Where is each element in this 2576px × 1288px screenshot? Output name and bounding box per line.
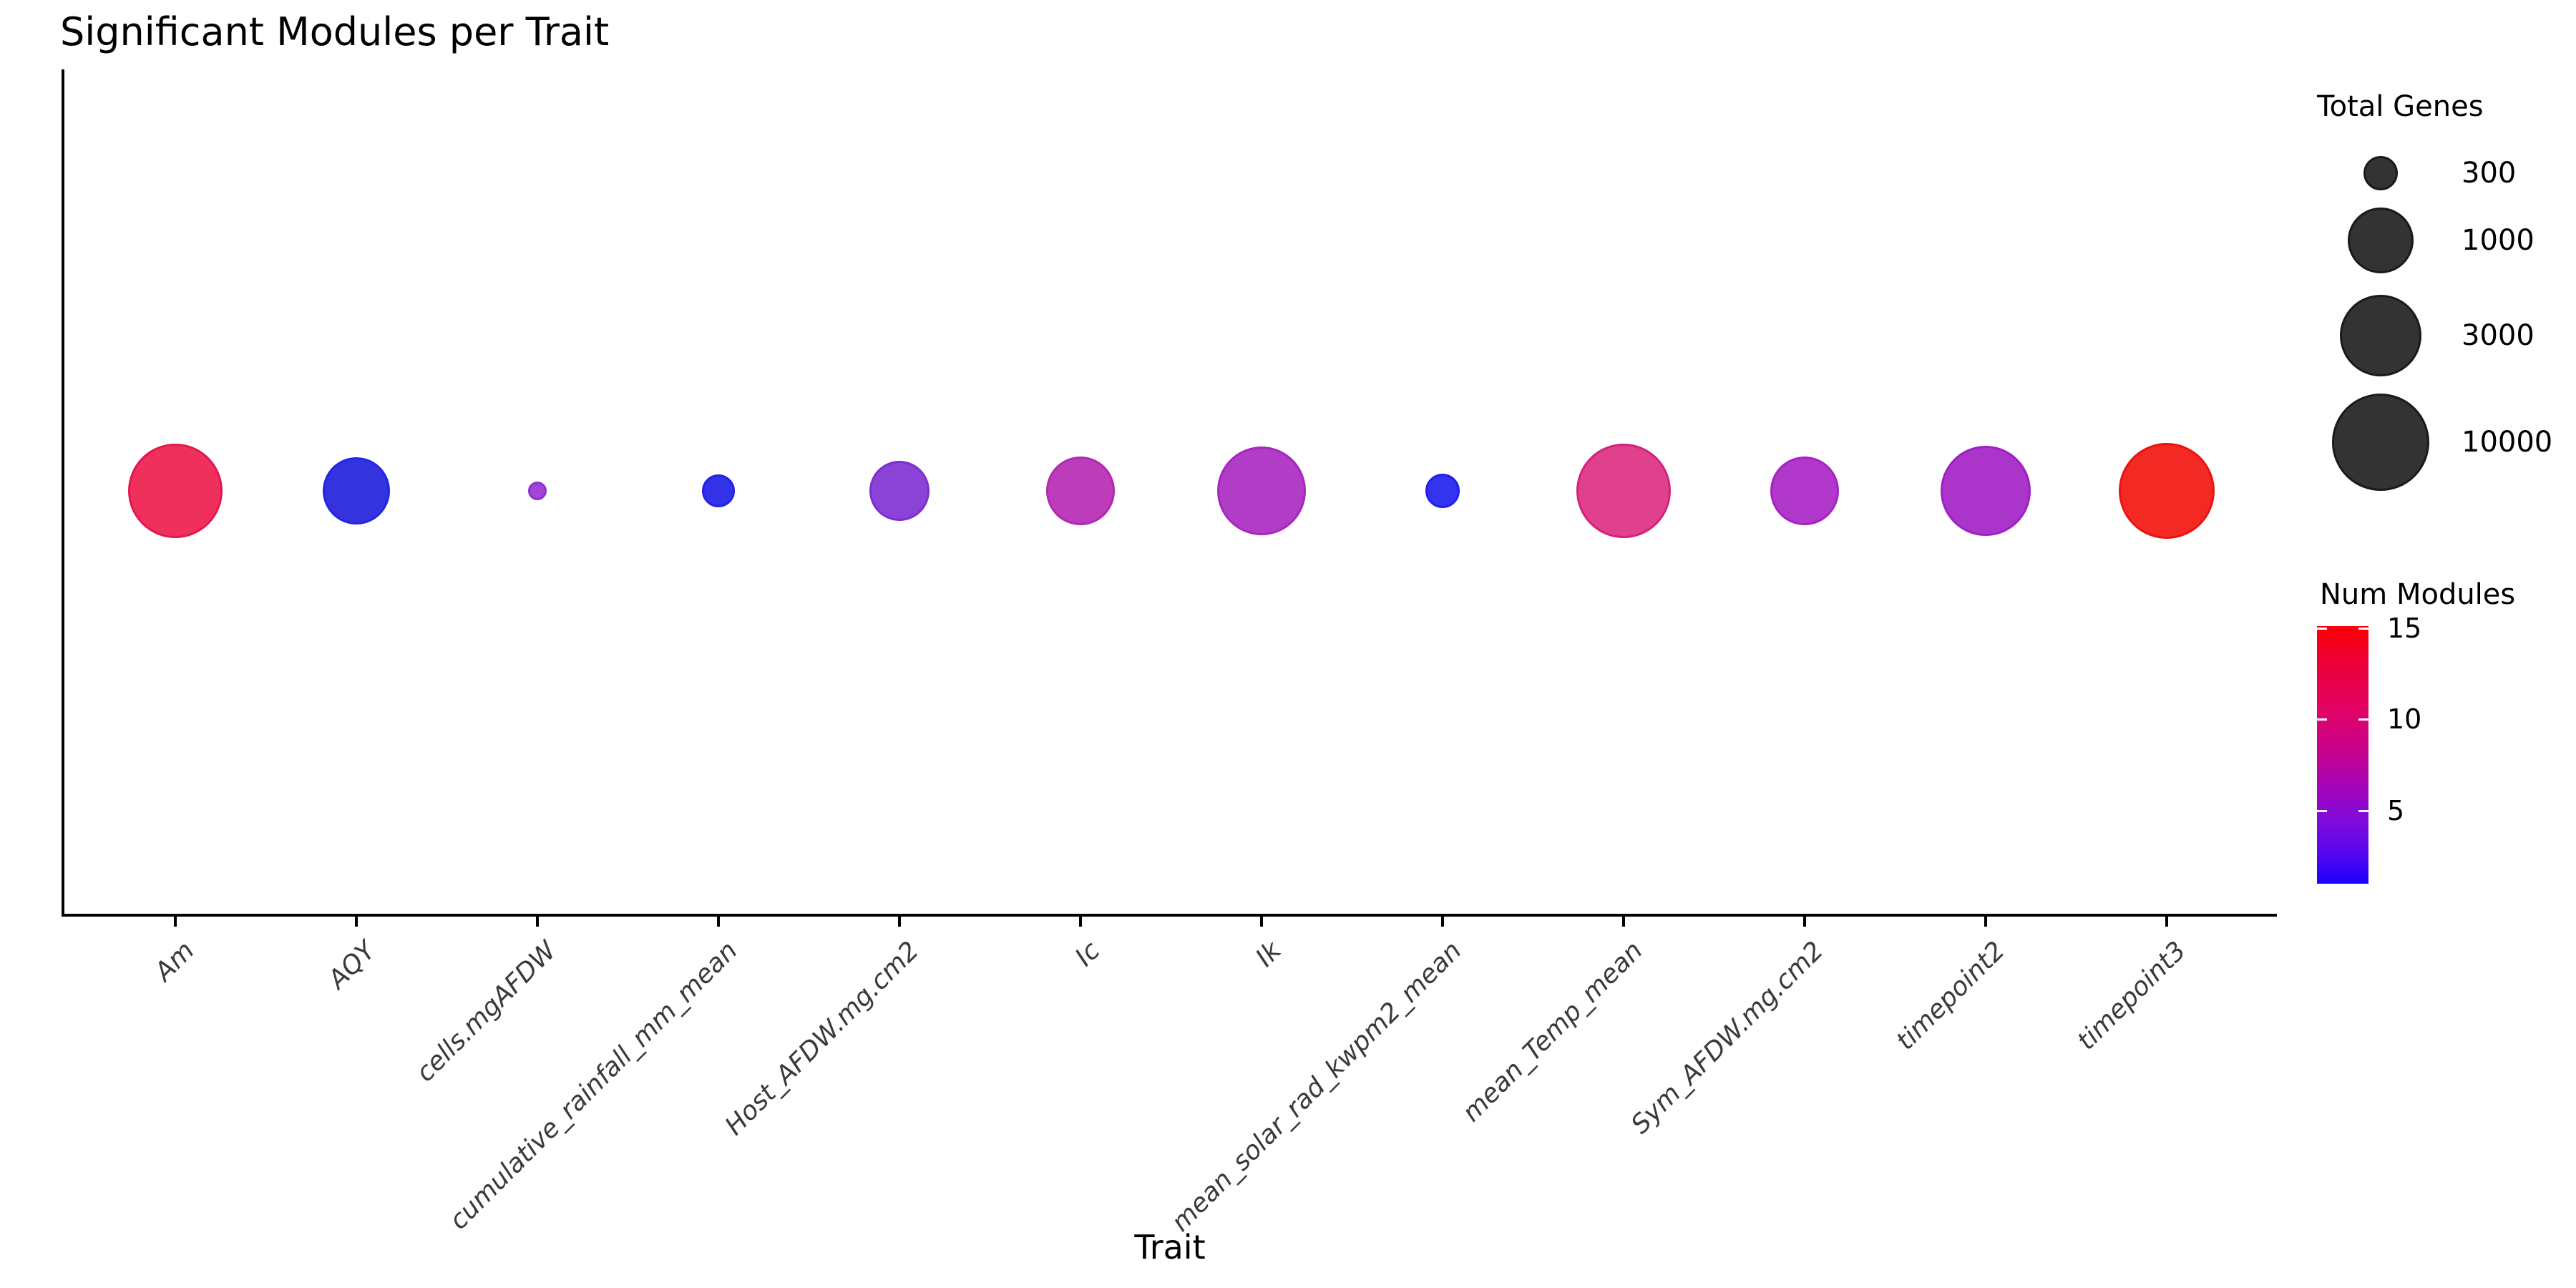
x-axis-spine	[62, 914, 2277, 917]
colorbar-gradient	[2317, 626, 2368, 884]
colorbar-legend-title: Num Modules	[2320, 578, 2516, 611]
x-tick-Ik	[1260, 917, 1263, 927]
bubble-Ic	[1046, 457, 1115, 525]
size-legend-circle-10000	[2332, 394, 2429, 491]
colorbar-tick-label-15: 15	[2387, 613, 2422, 644]
y-axis-spine	[62, 69, 64, 917]
x-ticklabel-timepoint3: timepoint3	[2072, 936, 2192, 1056]
colorbar-tick-label-10: 10	[2387, 703, 2422, 735]
x-ticklabel-cells.mgAFDW: cells.mgAFDW	[411, 936, 562, 1088]
x-tick-cells.mgAFDW	[536, 917, 539, 927]
bubble-Am	[128, 444, 223, 538]
x-tick-cumulative_rainfall_mm_mean	[717, 917, 720, 927]
bubble-cumulative_rainfall_mm_mean	[702, 474, 735, 507]
x-ticklabel-Sym_AFDW.mg.cm2: Sym_AFDW.mg.cm2	[1626, 936, 1830, 1140]
x-axis-label: Trait	[1134, 1228, 1206, 1267]
size-legend-circle-1000	[2348, 208, 2414, 273]
x-tick-mean_solar_rad_kwpm2_mean	[1441, 917, 1444, 927]
size-legend-value: 10000	[2462, 426, 2553, 459]
x-ticklabel-cumulative_rainfall_mm_mean: cumulative_rainfall_mm_mean	[444, 936, 743, 1236]
x-ticklabel-Am: Am	[149, 936, 200, 987]
bubble-AQY	[323, 457, 390, 525]
x-tick-Ic	[1079, 917, 1082, 927]
size-legend-title: Total Genes	[2317, 90, 2484, 123]
colorbar-tick-label-5: 5	[2387, 795, 2405, 826]
bubble-cells.mgAFDW	[528, 482, 547, 500]
size-legend-value: 300	[2462, 157, 2517, 190]
x-tick-timepoint2	[1984, 917, 1987, 927]
x-ticklabel-Ic: Ic	[1069, 936, 1106, 972]
colorbar-tick-mark	[2317, 718, 2327, 721]
x-ticklabel-mean_solar_rad_kwpm2_mean: mean_solar_rad_kwpm2_mean	[1166, 936, 1468, 1238]
bubble-Ik	[1217, 447, 1306, 535]
bubble-Sym_AFDW.mg.cm2	[1770, 457, 1839, 525]
chart-title: Significant Modules per Trait	[60, 9, 610, 54]
colorbar-tick-mark	[2317, 628, 2327, 630]
x-tick-timepoint3	[2165, 917, 2168, 927]
x-ticklabel-Host_AFDW.mg.cm2: Host_AFDW.mg.cm2	[719, 936, 924, 1141]
x-tick-Host_AFDW.mg.cm2	[898, 917, 901, 927]
bubble-timepoint3	[2119, 443, 2215, 539]
x-tick-mean_Temp_mean	[1622, 917, 1625, 927]
size-legend-value: 3000	[2462, 319, 2534, 352]
colorbar-tick-mark	[2358, 628, 2368, 630]
bubble-timepoint2	[1941, 446, 2031, 536]
x-tick-Sym_AFDW.mg.cm2	[1803, 917, 1806, 927]
size-legend-circle-3000	[2340, 295, 2421, 376]
x-ticklabel-AQY: AQY	[323, 936, 381, 995]
bubble-mean_Temp_mean	[1576, 444, 1671, 538]
colorbar-tick-mark	[2358, 718, 2368, 721]
x-ticklabel-timepoint2: timepoint2	[1890, 936, 2011, 1056]
x-ticklabel-mean_Temp_mean: mean_Temp_mean	[1457, 936, 1649, 1128]
x-tick-AQY	[355, 917, 358, 927]
x-ticklabel-Ik: Ik	[1249, 936, 1287, 973]
size-legend-circle-300	[2363, 156, 2398, 190]
colorbar-tick-mark	[2317, 810, 2327, 812]
bubble-mean_solar_rad_kwpm2_mean	[1425, 474, 1460, 508]
colorbar-tick-mark	[2358, 810, 2368, 812]
bubble-Host_AFDW.mg.cm2	[869, 461, 930, 521]
x-tick-Am	[174, 917, 177, 927]
size-legend-value: 1000	[2462, 224, 2534, 257]
